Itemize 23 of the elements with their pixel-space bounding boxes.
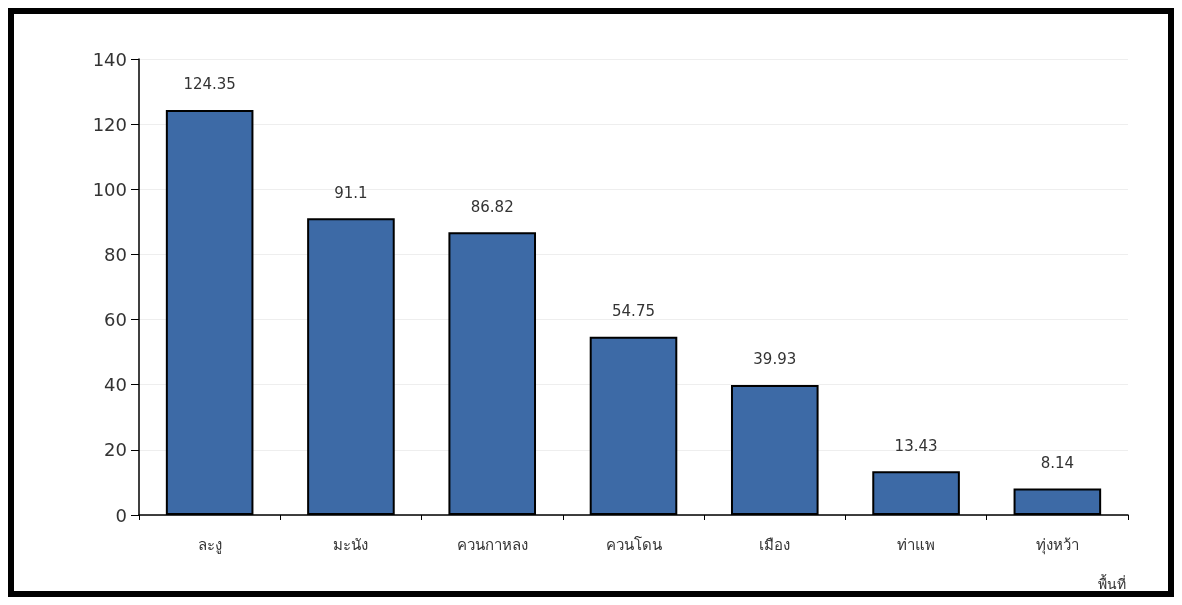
data-label: 8.14 (1040, 453, 1075, 472)
x-tick-label: มะนัง (333, 535, 369, 554)
x-tick-label: เมือง (759, 535, 791, 554)
x-tick-label: ควนกาหลง (456, 535, 528, 554)
y-tick-label: 0 (115, 504, 127, 526)
data-label: 91.1 (334, 183, 368, 202)
x-tick-label: ควนโดน (605, 535, 662, 554)
data-label: 124.35 (183, 75, 236, 94)
x-tick-label: ท่าแพ (897, 535, 936, 554)
x-axis-title: พื้นที่ (1098, 574, 1126, 592)
data-label: 39.93 (753, 350, 797, 369)
x-tick-label: ทุ่งหว้า (1035, 535, 1079, 555)
y-tick-label: 60 (104, 309, 127, 331)
y-tick-label: 20 (104, 439, 127, 461)
data-label: 86.82 (470, 197, 514, 216)
y-tick-label: 40 (104, 374, 127, 396)
y-tick-label: 120 (92, 113, 127, 135)
data-label: 13.43 (894, 436, 938, 455)
y-tick-label: 80 (104, 243, 127, 265)
y-tick-label: 100 (92, 178, 127, 200)
y-tick-label: 140 (92, 48, 127, 70)
data-label: 54.75 (612, 302, 655, 321)
x-tick-label: ละงู (197, 535, 222, 554)
